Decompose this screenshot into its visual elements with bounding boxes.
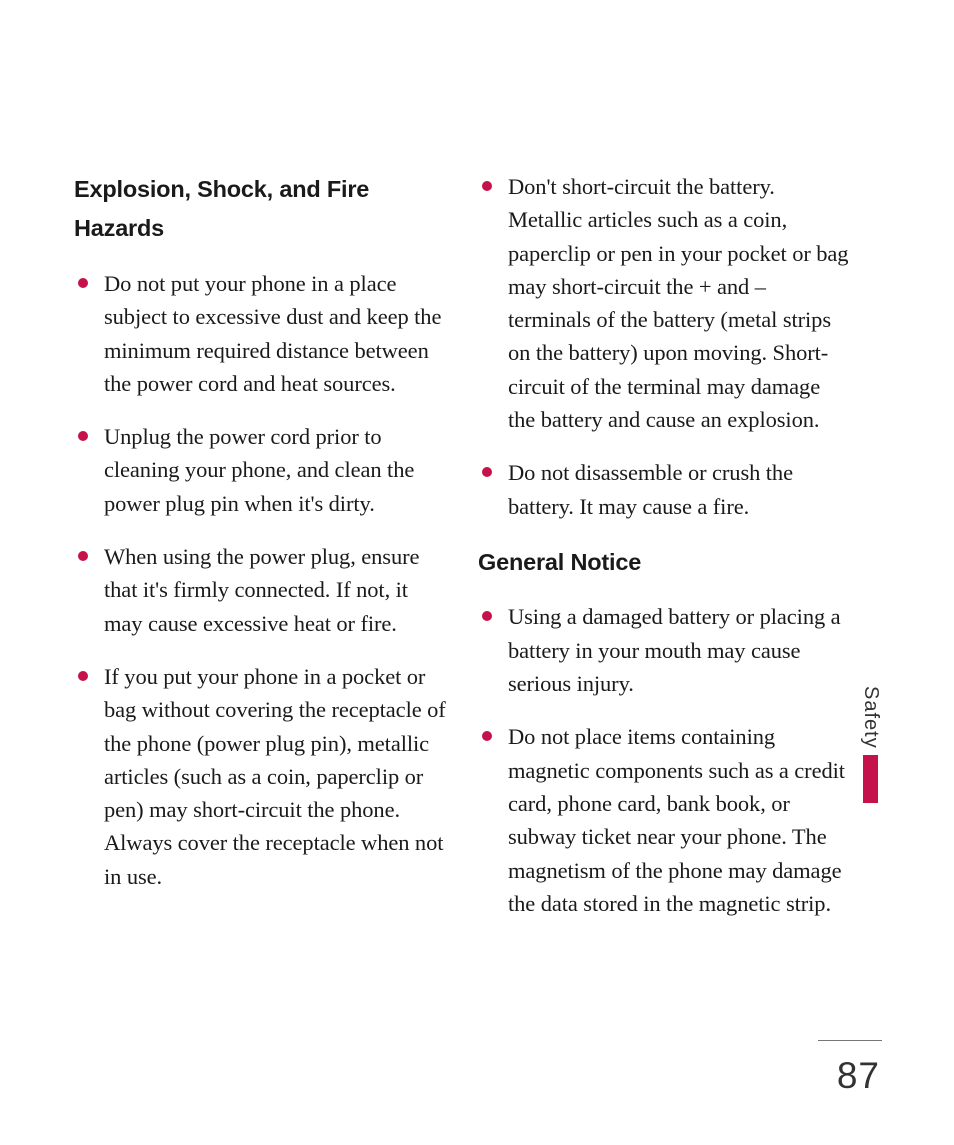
page-body: Explosion, Shock, and Fire Hazards Do no… [74,170,854,1090]
list-item: When using the power plug, ensure that i… [74,540,446,640]
side-tab-label: Safety [859,686,882,749]
list-item: If you put your phone in a pocket or bag… [74,660,446,893]
column-right: Don't short-circuit the battery. Metalli… [478,170,850,940]
footer-rule [818,1040,882,1041]
list-item: Do not place items containing magnetic c… [478,720,850,920]
list-item: Unplug the power cord prior to cleaning … [74,420,446,520]
list-item: Do not disassemble or crush the battery.… [478,456,850,523]
side-tab-bar [863,755,878,803]
list-item: Don't short-circuit the battery. Metalli… [478,170,850,436]
heading-general-notice: General Notice [478,543,850,582]
heading-explosion: Explosion, Shock, and Fire Hazards [74,170,446,249]
list-continued: Don't short-circuit the battery. Metalli… [478,170,850,523]
list-item: Do not put your phone in a place subject… [74,267,446,400]
page-number: 87 [837,1055,880,1097]
list-item: Using a damaged battery or placing a bat… [478,600,850,700]
list-explosion: Do not put your phone in a place subject… [74,267,446,893]
column-left: Explosion, Shock, and Fire Hazards Do no… [74,170,446,913]
list-general-notice: Using a damaged battery or placing a bat… [478,600,850,920]
side-tab: Safety [859,686,882,803]
